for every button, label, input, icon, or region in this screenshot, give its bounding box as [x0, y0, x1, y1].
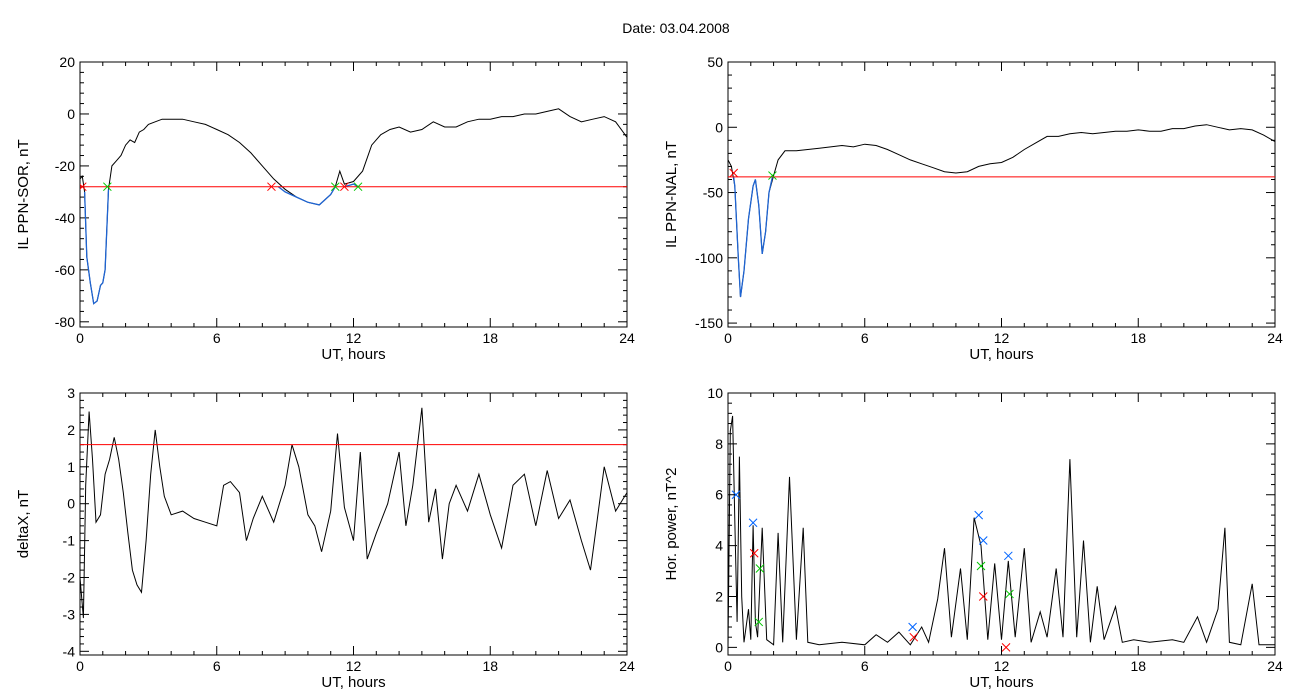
x-tick-label: 6 [213, 330, 221, 346]
x-marker [80, 182, 87, 192]
x-marker [1005, 589, 1014, 599]
y-tick-label: 4 [715, 538, 723, 554]
x-marker [729, 168, 739, 178]
x-marker [749, 548, 759, 558]
plot-frame [727, 61, 1276, 328]
x-tick-label: 12 [346, 330, 362, 346]
y-tick-label: 50 [707, 54, 723, 70]
y-tick-label: -2 [63, 570, 76, 586]
y-tick-label: -4 [63, 643, 76, 659]
y-tick-label: 2 [715, 588, 723, 604]
x-marker [267, 182, 276, 192]
data-layer [80, 108, 627, 305]
x-tick-label: 6 [861, 658, 869, 674]
x-marker [754, 617, 764, 627]
y-axis-label: IL PPN-SOR, nT [15, 139, 32, 249]
y-tick-label: 1 [67, 459, 75, 475]
x-tick-label: 18 [482, 658, 498, 674]
x-marker [102, 182, 112, 192]
x-marker [748, 518, 758, 528]
x-marker [978, 536, 988, 545]
series-line [80, 108, 627, 305]
y-tick-label: 0 [715, 119, 723, 135]
x-marker [976, 561, 986, 571]
y-tick-label: 0 [67, 496, 75, 512]
plot-frame [727, 392, 1276, 656]
y-axis-label: deltaX, nT [15, 490, 32, 558]
x-tick-label: 24 [619, 658, 635, 674]
data-layer [728, 415, 1275, 652]
x-axis-label: UT, hours [969, 674, 1033, 691]
x-marker [330, 182, 340, 192]
y-tick-label: -150 [695, 315, 723, 331]
x-axis-label: UT, hours [969, 346, 1033, 363]
x-marker [731, 490, 741, 500]
x-marker [755, 564, 765, 573]
y-tick-label: 0 [715, 639, 723, 655]
y-tick-label: 20 [59, 54, 75, 70]
x-tick-label: 0 [76, 330, 84, 346]
x-marker [340, 182, 349, 192]
y-tick-label: 8 [715, 436, 723, 452]
x-marker [909, 632, 919, 642]
x-tick-label: 18 [1130, 330, 1146, 346]
x-tick-label: 6 [213, 658, 221, 674]
x-tick-label: 12 [994, 330, 1010, 346]
highlight-segment [733, 176, 774, 298]
y-tick-label: -40 [55, 210, 75, 226]
y-tick-label: 10 [707, 385, 723, 401]
x-tick-label: 24 [1267, 330, 1283, 346]
x-marker [978, 592, 988, 601]
x-tick-label: 12 [346, 658, 362, 674]
y-axis-label: Hor. power, nT^2 [663, 468, 680, 581]
panel-nal: 0 6 12 18 24 -150 -100 -50 0 50 UT, hours IL PPN-NA… [663, 54, 1283, 363]
x-marker [1003, 551, 1013, 561]
series-line [80, 407, 627, 619]
y-tick-label: -20 [55, 158, 75, 174]
y-tick-label: -50 [703, 185, 723, 201]
y-tick-label: 3 [67, 385, 75, 401]
x-marker [908, 622, 917, 632]
x-tick-label: 24 [1267, 658, 1283, 674]
plot-frame [79, 61, 628, 328]
y-tick-label: -60 [55, 262, 75, 278]
panel-sor: 0 6 12 18 24 -80 -60 -40 -20 0 20 UT, hours IL PPN-S… [15, 54, 635, 363]
x-marker [1001, 643, 1011, 652]
y-tick-label: 0 [67, 106, 75, 122]
y-axis-label: IL PPN-NAL, nT [663, 141, 680, 248]
x-tick-label: 12 [994, 658, 1010, 674]
series-line [728, 415, 1275, 648]
x-tick-label: 24 [619, 330, 635, 346]
x-tick-label: 18 [482, 330, 498, 346]
x-marker [974, 510, 984, 520]
x-marker [768, 171, 777, 180]
y-tick-label: 2 [67, 422, 75, 438]
plot-frame [79, 392, 628, 656]
x-marker [353, 182, 363, 192]
x-axis-label: UT, hours [321, 674, 385, 691]
data-layer [80, 407, 627, 619]
page-title: Date: 03.04.2008 [622, 20, 730, 36]
x-tick-label: 18 [1130, 658, 1146, 674]
series-line [728, 124, 1275, 298]
x-tick-label: 0 [76, 658, 84, 674]
x-tick-label: 0 [724, 658, 732, 674]
y-tick-label: -1 [63, 533, 76, 549]
y-tick-label: -100 [695, 250, 723, 266]
y-tick-label: -80 [55, 314, 75, 330]
y-tick-label: -3 [63, 606, 76, 622]
y-tick-label: 6 [715, 487, 723, 503]
highlight-segment [277, 186, 336, 206]
x-tick-label: 0 [724, 330, 732, 346]
highlight-segment [83, 189, 110, 305]
x-tick-label: 6 [861, 330, 869, 346]
x-axis-label: UT, hours [321, 346, 385, 363]
data-layer [728, 124, 1275, 298]
